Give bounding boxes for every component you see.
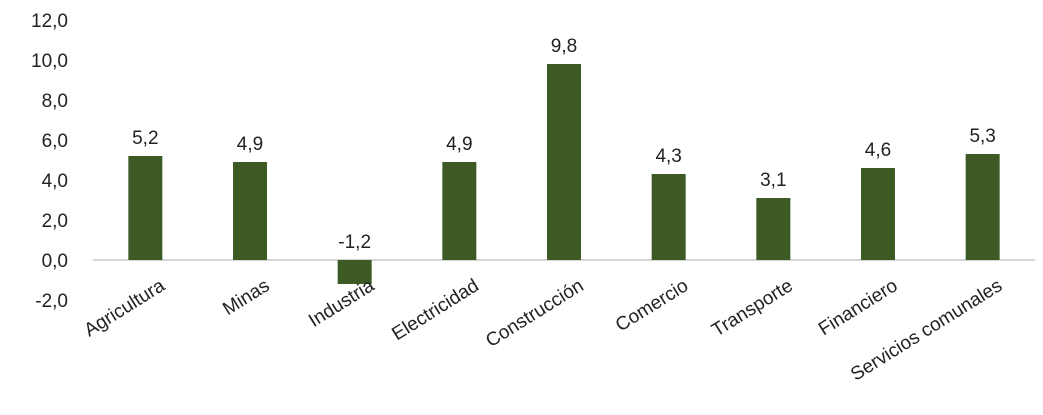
bar (756, 198, 791, 260)
y-tick-label: 2,0 (42, 211, 68, 232)
y-tick-label: 6,0 (42, 131, 68, 152)
data-label: -1,2 (338, 232, 371, 253)
category-label: Minas (219, 275, 273, 320)
data-label: 3,1 (760, 170, 786, 191)
data-label: 5,2 (132, 128, 158, 149)
y-tick-label: 12,0 (31, 11, 68, 32)
category-label: Construcción (482, 275, 587, 352)
y-tick-label: 10,0 (31, 51, 68, 72)
data-label: 5,3 (969, 126, 995, 147)
y-tick-label: 0,0 (42, 251, 68, 272)
bar (651, 174, 686, 260)
bar (233, 162, 267, 260)
category-labels: Agricultura Minas Industria Electricidad Con… (81, 275, 1006, 385)
bar (965, 154, 1000, 260)
y-tick-label: 8,0 (42, 91, 68, 112)
y-axis-ticks: -2,0 0,0 2,0 4,0 6,0 8,0 10,0 12,0 (31, 11, 68, 312)
category-label: Transporte (708, 275, 796, 341)
category-label: Financiero (815, 275, 901, 340)
y-tick-label: -2,0 (35, 291, 68, 312)
bar-series (128, 64, 1000, 284)
data-label: 4,9 (237, 134, 263, 155)
bar (547, 64, 581, 260)
data-label: 4,9 (446, 134, 472, 155)
data-label: 4,6 (865, 140, 891, 161)
category-label: Comercio (612, 275, 692, 336)
bar (337, 260, 372, 284)
category-label: Electricidad (388, 275, 482, 345)
data-labels: 5,2 4,9 -1,2 4,9 9,8 4,3 3,1 4,6 5,3 (132, 36, 996, 253)
bar (128, 156, 163, 260)
y-tick-label: 4,0 (42, 171, 68, 192)
category-label: Agricultura (81, 275, 170, 341)
bar (442, 162, 477, 260)
data-label: 9,8 (551, 36, 577, 57)
bar (861, 168, 895, 260)
data-label: 4,3 (655, 146, 681, 167)
